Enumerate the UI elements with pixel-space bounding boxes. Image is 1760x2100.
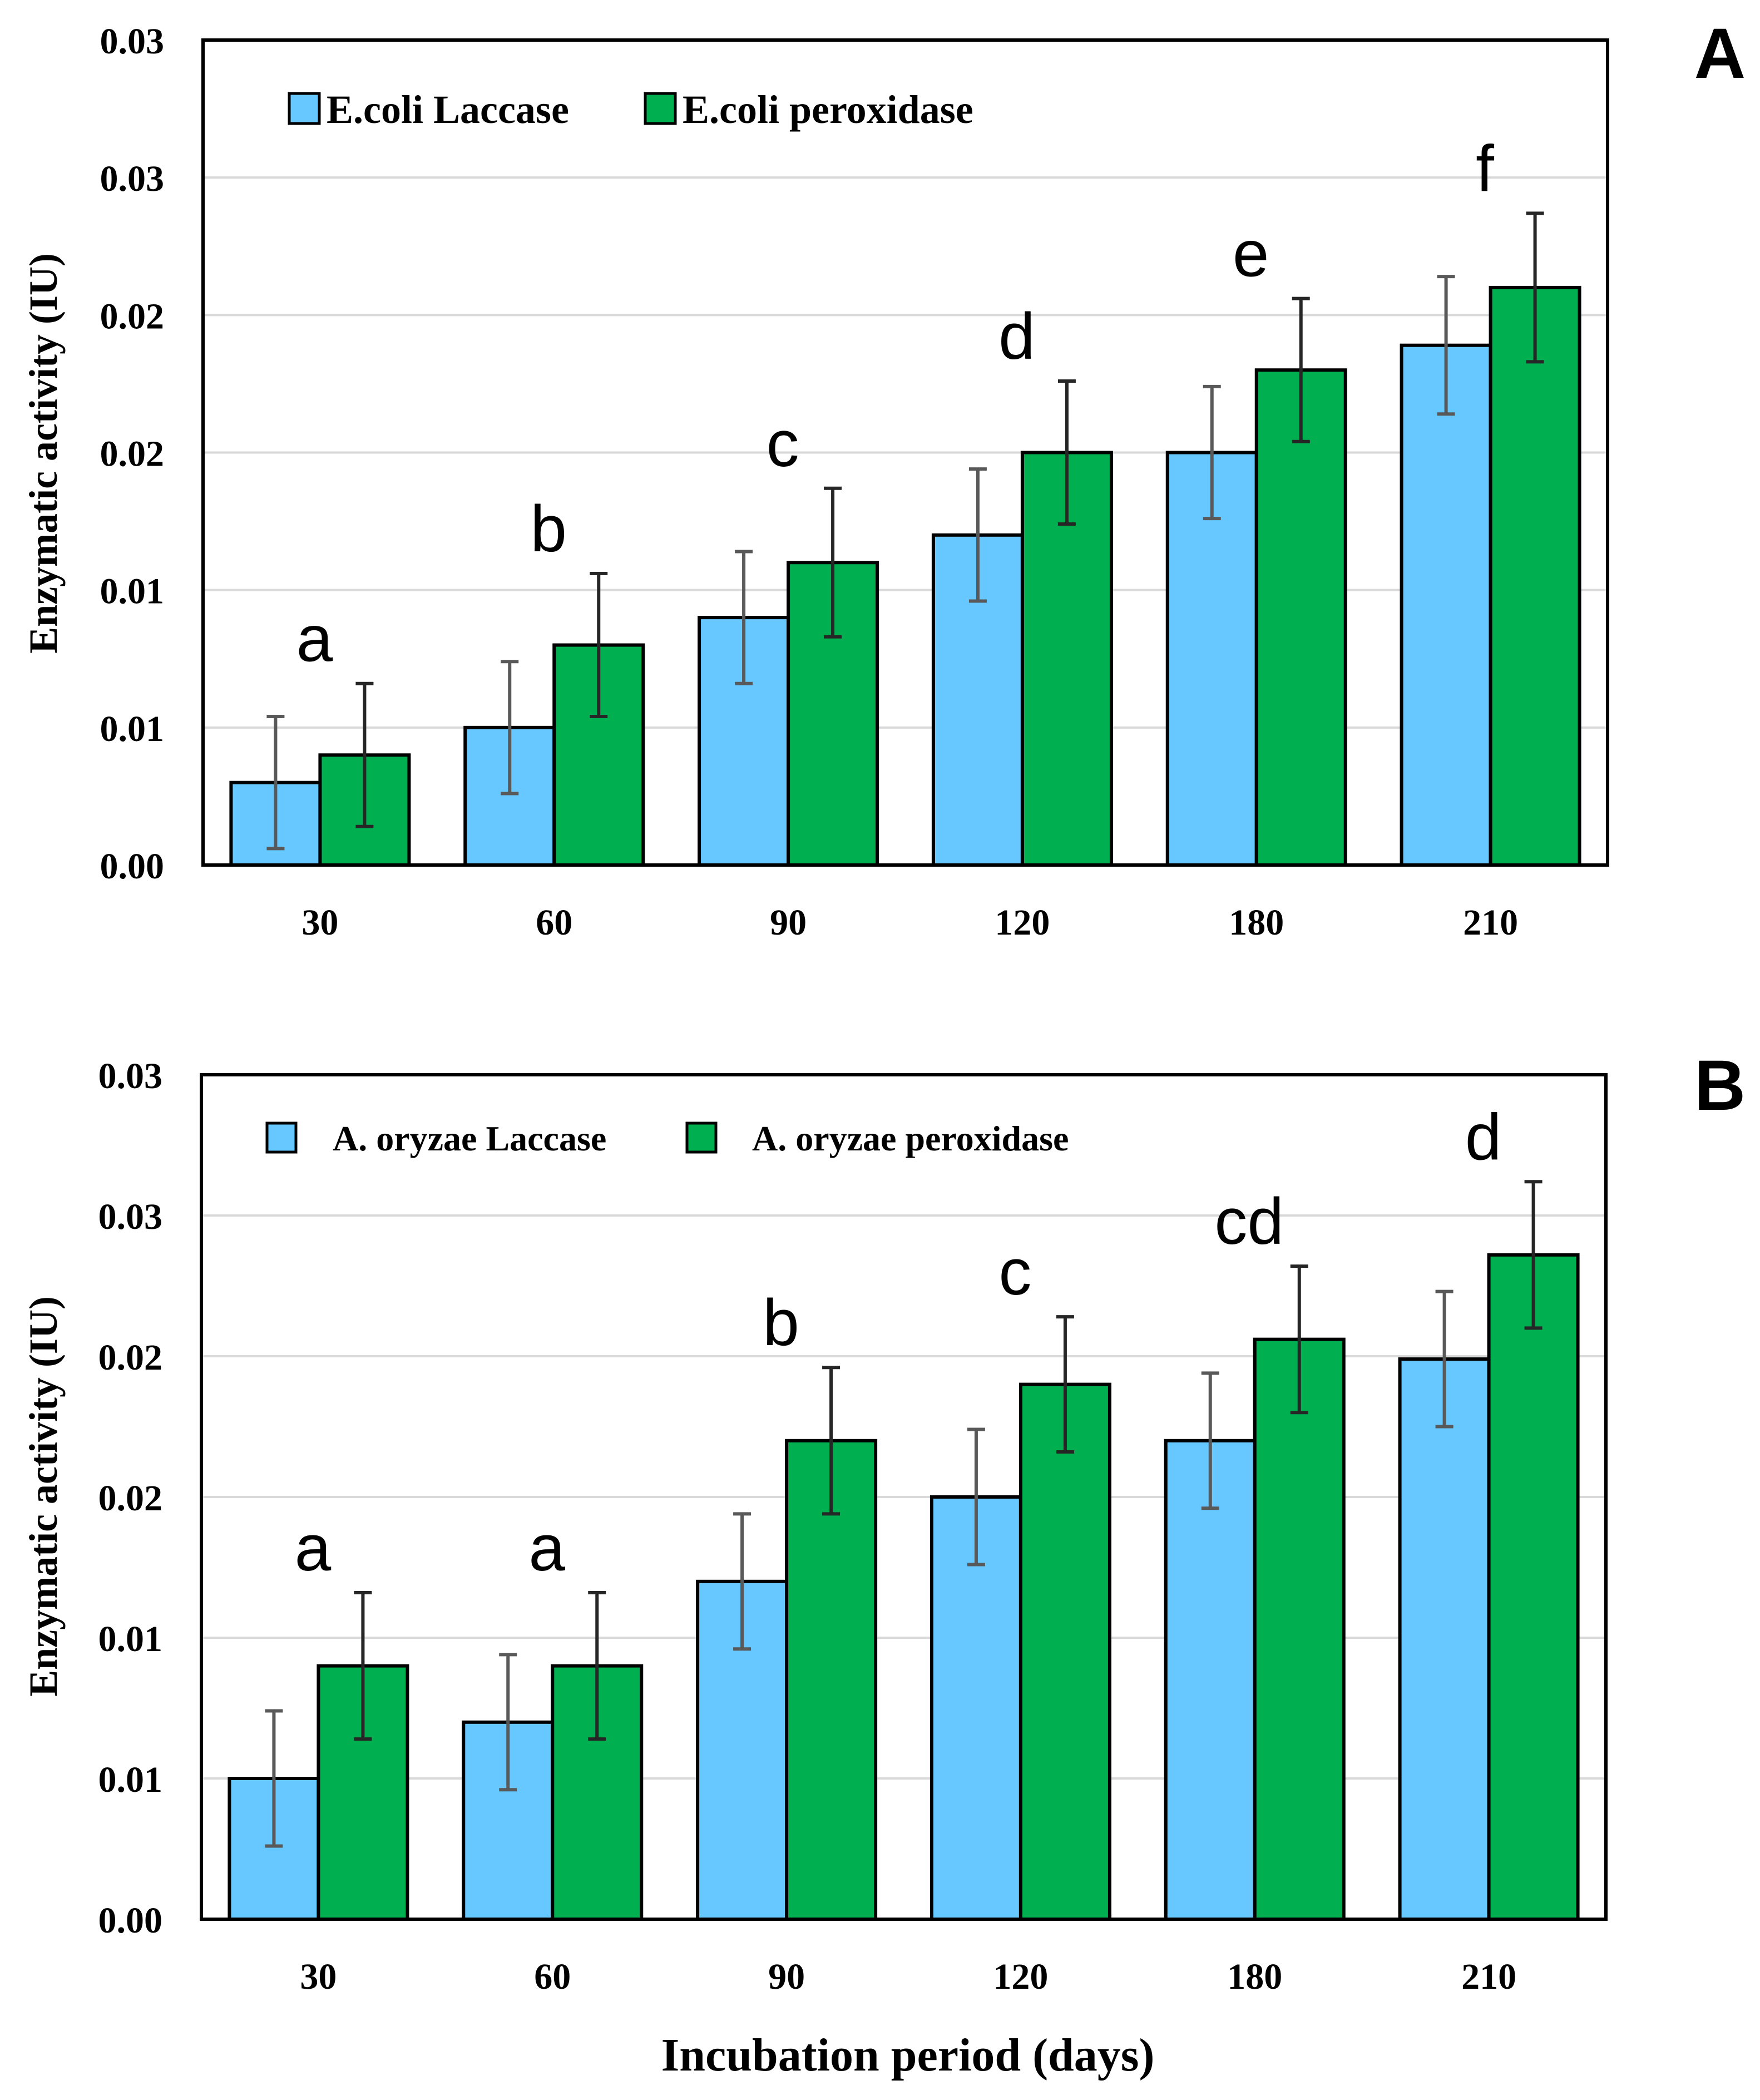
bar bbox=[1398, 1357, 1491, 1921]
bar bbox=[1253, 1337, 1346, 1921]
bar bbox=[1400, 343, 1492, 867]
error-bar bbox=[1057, 379, 1076, 526]
bar bbox=[930, 1495, 1022, 1921]
legend-swatch bbox=[288, 92, 321, 125]
legend-swatch bbox=[644, 92, 677, 125]
significance-label: b bbox=[763, 1286, 799, 1360]
y-tick-label: 0.00 bbox=[100, 846, 165, 887]
y-tick-label: 0.01 bbox=[98, 1619, 163, 1659]
y-tick-label: 0.03 bbox=[100, 159, 165, 199]
legend-swatch bbox=[265, 1121, 298, 1154]
error-bar bbox=[354, 1591, 372, 1741]
significance-label: c bbox=[767, 407, 799, 481]
chart-panel-b: 0.00 0.01 0.01 0.02 0.02 0.03 0.03 30 60 90 120 180… bbox=[21, 1046, 1746, 1997]
bar bbox=[785, 1439, 878, 1921]
y-tick-label: 0.00 bbox=[98, 1900, 163, 1941]
bar bbox=[1254, 368, 1347, 867]
x-axis-title: Incubation period (days) bbox=[661, 2029, 1155, 2081]
x-tick-label: 60 bbox=[536, 902, 572, 943]
y-axis-title: Enzymatic activity (IU) bbox=[21, 253, 66, 654]
y-tick-label: 0.01 bbox=[100, 571, 165, 612]
error-bar bbox=[967, 1427, 985, 1567]
significance-label: d bbox=[1465, 1100, 1502, 1174]
legend-label: E.coli peroxidase bbox=[683, 87, 973, 132]
x-tick-label: 90 bbox=[770, 902, 807, 943]
y-tick-label: 0.02 bbox=[100, 434, 165, 475]
bar bbox=[317, 1664, 409, 1921]
error-bar bbox=[735, 550, 753, 685]
error-bar bbox=[1435, 1289, 1454, 1429]
error-bar bbox=[733, 1512, 752, 1651]
x-tick-label: 210 bbox=[1461, 1956, 1516, 1997]
error-bar bbox=[265, 1709, 283, 1848]
error-bar bbox=[588, 1591, 606, 1741]
legend: E.coli Laccase E.coli peroxidase bbox=[288, 87, 973, 132]
x-tick-label: 210 bbox=[1463, 902, 1518, 943]
error-bar bbox=[1201, 1371, 1219, 1510]
error-bar bbox=[590, 572, 608, 719]
y-tick-label: 0.03 bbox=[100, 21, 165, 62]
error-bar bbox=[968, 467, 987, 603]
plot-frame bbox=[201, 38, 1609, 867]
significance-label: a bbox=[295, 1511, 332, 1585]
panel-letter: B bbox=[1694, 1046, 1746, 1125]
panel-letter: A bbox=[1694, 14, 1746, 93]
y-axis-title: Enzymatic activity (IU) bbox=[21, 1296, 66, 1697]
x-tick-label: 120 bbox=[993, 1956, 1048, 1997]
error-bar bbox=[1203, 384, 1221, 521]
error-bar bbox=[499, 1653, 517, 1792]
y-tick-label: 0.02 bbox=[98, 1478, 163, 1519]
error-bar bbox=[1524, 1180, 1543, 1330]
y-tick-label: 0.02 bbox=[100, 296, 165, 337]
error-bar bbox=[1056, 1315, 1074, 1454]
legend-label: A. oryzae Laccase bbox=[333, 1119, 606, 1158]
x-tick-label: 30 bbox=[301, 902, 338, 943]
significance-label: e bbox=[1233, 218, 1269, 291]
significance-label: a bbox=[296, 602, 333, 676]
significance-label: d bbox=[998, 300, 1035, 373]
error-bar bbox=[1526, 211, 1544, 364]
chart-panel-a: 0.00 0.01 0.01 0.02 0.02 0.03 0.03 30 60 90 120 180… bbox=[21, 14, 1746, 943]
x-tick-label: 180 bbox=[1227, 1956, 1282, 1997]
error-bar bbox=[1437, 275, 1455, 416]
y-tick-label: 0.01 bbox=[98, 1760, 163, 1800]
x-tick-label: 60 bbox=[534, 1956, 571, 1997]
y-tick-label: 0.03 bbox=[98, 1197, 163, 1237]
x-tick-label: 120 bbox=[995, 902, 1050, 943]
legend: A. oryzae Laccase A. oryzae peroxidase bbox=[265, 1119, 1069, 1158]
significance-label: cd bbox=[1214, 1185, 1284, 1258]
error-bar bbox=[266, 715, 285, 851]
significance-label: f bbox=[1476, 132, 1494, 205]
error-bar bbox=[1292, 297, 1310, 443]
error-bar bbox=[501, 660, 519, 795]
error-bar bbox=[824, 486, 842, 639]
x-tick-label: 90 bbox=[768, 1956, 805, 1997]
legend-label: E.coli Laccase bbox=[327, 87, 569, 132]
x-tick-label: 180 bbox=[1229, 902, 1284, 943]
plot-frame bbox=[200, 1073, 1608, 1921]
error-bar bbox=[822, 1366, 841, 1516]
bar bbox=[1164, 1439, 1257, 1921]
legend-swatch bbox=[685, 1121, 718, 1154]
bar bbox=[1489, 285, 1581, 867]
significance-label: b bbox=[530, 492, 567, 566]
legend-label: A. oryzae peroxidase bbox=[752, 1119, 1069, 1158]
y-tick-label: 0.03 bbox=[98, 1056, 163, 1096]
significance-label: c bbox=[998, 1236, 1031, 1309]
error-bar bbox=[355, 681, 374, 828]
bar bbox=[1487, 1253, 1580, 1921]
y-tick-label: 0.01 bbox=[100, 709, 165, 749]
error-bar bbox=[1290, 1264, 1308, 1415]
y-tick-label: 0.02 bbox=[98, 1337, 163, 1378]
bar bbox=[1019, 1382, 1111, 1921]
x-tick-label: 30 bbox=[300, 1956, 337, 1997]
significance-label: a bbox=[528, 1511, 565, 1585]
